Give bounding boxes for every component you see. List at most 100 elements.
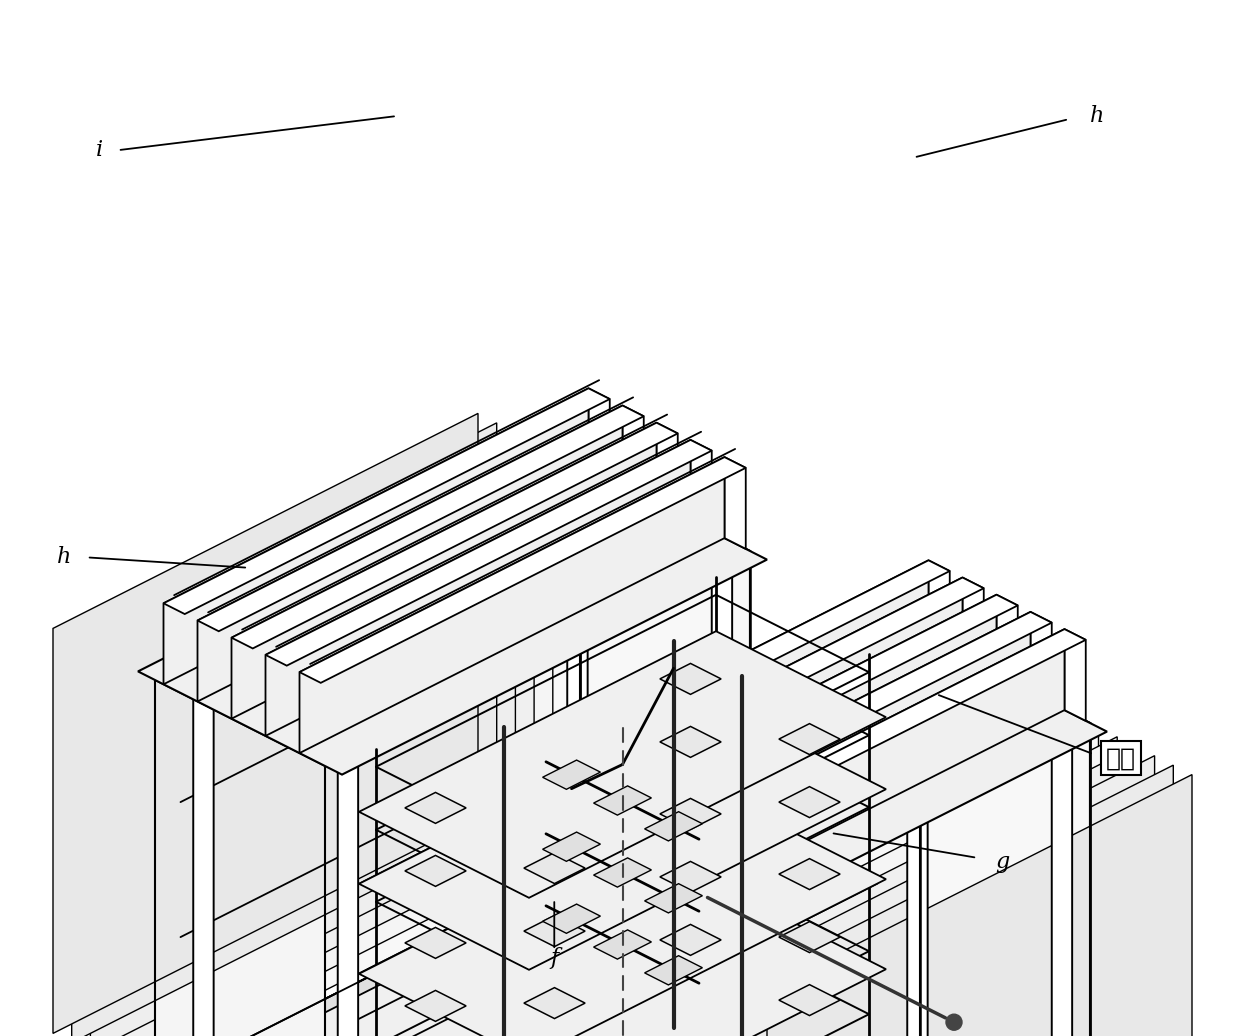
Polygon shape [360, 631, 887, 898]
Polygon shape [673, 727, 1099, 1036]
Polygon shape [197, 405, 622, 701]
Polygon shape [997, 595, 1018, 687]
Polygon shape [929, 560, 950, 652]
Polygon shape [155, 680, 325, 1036]
Polygon shape [748, 766, 1173, 1036]
Polygon shape [645, 955, 702, 985]
Polygon shape [525, 987, 585, 1018]
Polygon shape [622, 405, 644, 497]
Polygon shape [779, 922, 839, 952]
Polygon shape [580, 465, 750, 956]
Polygon shape [477, 629, 1107, 947]
Polygon shape [656, 423, 678, 515]
Polygon shape [128, 452, 553, 1036]
Polygon shape [91, 432, 516, 1036]
Polygon shape [197, 405, 644, 631]
Polygon shape [155, 870, 1090, 1036]
Polygon shape [53, 413, 477, 1033]
Polygon shape [360, 794, 887, 1036]
Polygon shape [594, 930, 651, 959]
Polygon shape [660, 861, 722, 892]
Polygon shape [405, 990, 466, 1021]
Polygon shape [495, 852, 665, 1036]
Polygon shape [405, 793, 466, 824]
Polygon shape [265, 440, 712, 666]
Polygon shape [779, 984, 839, 1015]
Polygon shape [660, 924, 722, 955]
Polygon shape [138, 457, 768, 775]
Polygon shape [692, 737, 1117, 1036]
Polygon shape [543, 904, 600, 933]
Polygon shape [193, 663, 213, 1036]
Polygon shape [405, 927, 466, 958]
Polygon shape [779, 786, 839, 817]
Polygon shape [109, 441, 534, 1036]
Polygon shape [920, 637, 1090, 1036]
Polygon shape [405, 856, 466, 887]
Polygon shape [537, 577, 962, 873]
Polygon shape [660, 799, 722, 830]
Polygon shape [300, 457, 745, 683]
Polygon shape [503, 560, 929, 857]
Text: i: i [95, 139, 103, 162]
Text: h: h [57, 546, 72, 569]
Polygon shape [580, 870, 1090, 1036]
Polygon shape [503, 560, 950, 786]
Polygon shape [360, 884, 887, 1036]
Polygon shape [712, 547, 732, 962]
Polygon shape [360, 703, 887, 970]
Polygon shape [852, 904, 1022, 990]
Polygon shape [640, 629, 1064, 925]
Text: f: f [551, 947, 558, 970]
Polygon shape [691, 440, 712, 531]
Polygon shape [887, 904, 1022, 980]
Polygon shape [605, 612, 1030, 908]
Polygon shape [1030, 612, 1052, 703]
Polygon shape [164, 388, 589, 685]
Polygon shape [605, 612, 1052, 838]
Polygon shape [1064, 629, 1086, 721]
Polygon shape [678, 909, 698, 1036]
Polygon shape [232, 423, 656, 719]
Polygon shape [589, 388, 610, 480]
Polygon shape [660, 726, 722, 757]
Polygon shape [164, 388, 610, 614]
Polygon shape [543, 832, 600, 861]
Polygon shape [543, 760, 600, 789]
Polygon shape [572, 595, 997, 891]
Polygon shape [146, 461, 572, 1036]
Polygon shape [660, 663, 722, 694]
Polygon shape [155, 870, 580, 1036]
Polygon shape [300, 457, 724, 753]
Polygon shape [962, 577, 983, 669]
Polygon shape [645, 884, 702, 913]
Polygon shape [594, 858, 651, 887]
Polygon shape [594, 786, 651, 815]
Polygon shape [729, 755, 1154, 1036]
Polygon shape [567, 474, 588, 889]
Polygon shape [265, 440, 691, 736]
Text: g: g [994, 851, 1009, 873]
Polygon shape [525, 853, 585, 884]
Polygon shape [337, 737, 358, 1036]
Polygon shape [645, 811, 702, 841]
Polygon shape [537, 577, 983, 803]
Polygon shape [640, 629, 1086, 855]
Circle shape [946, 1014, 962, 1030]
Polygon shape [818, 904, 1022, 1021]
Polygon shape [533, 835, 553, 1036]
Polygon shape [768, 775, 1192, 1036]
Polygon shape [72, 423, 497, 1036]
Polygon shape [711, 746, 1136, 1036]
Polygon shape [908, 646, 928, 1036]
Text: 杆系: 杆系 [1106, 746, 1136, 771]
Polygon shape [572, 595, 1018, 821]
Polygon shape [779, 859, 839, 890]
Polygon shape [525, 916, 585, 947]
Polygon shape [733, 904, 1022, 1036]
Text: h: h [1090, 105, 1105, 127]
Polygon shape [724, 457, 745, 549]
Polygon shape [232, 423, 678, 649]
Polygon shape [779, 723, 839, 754]
Polygon shape [1052, 719, 1073, 1036]
